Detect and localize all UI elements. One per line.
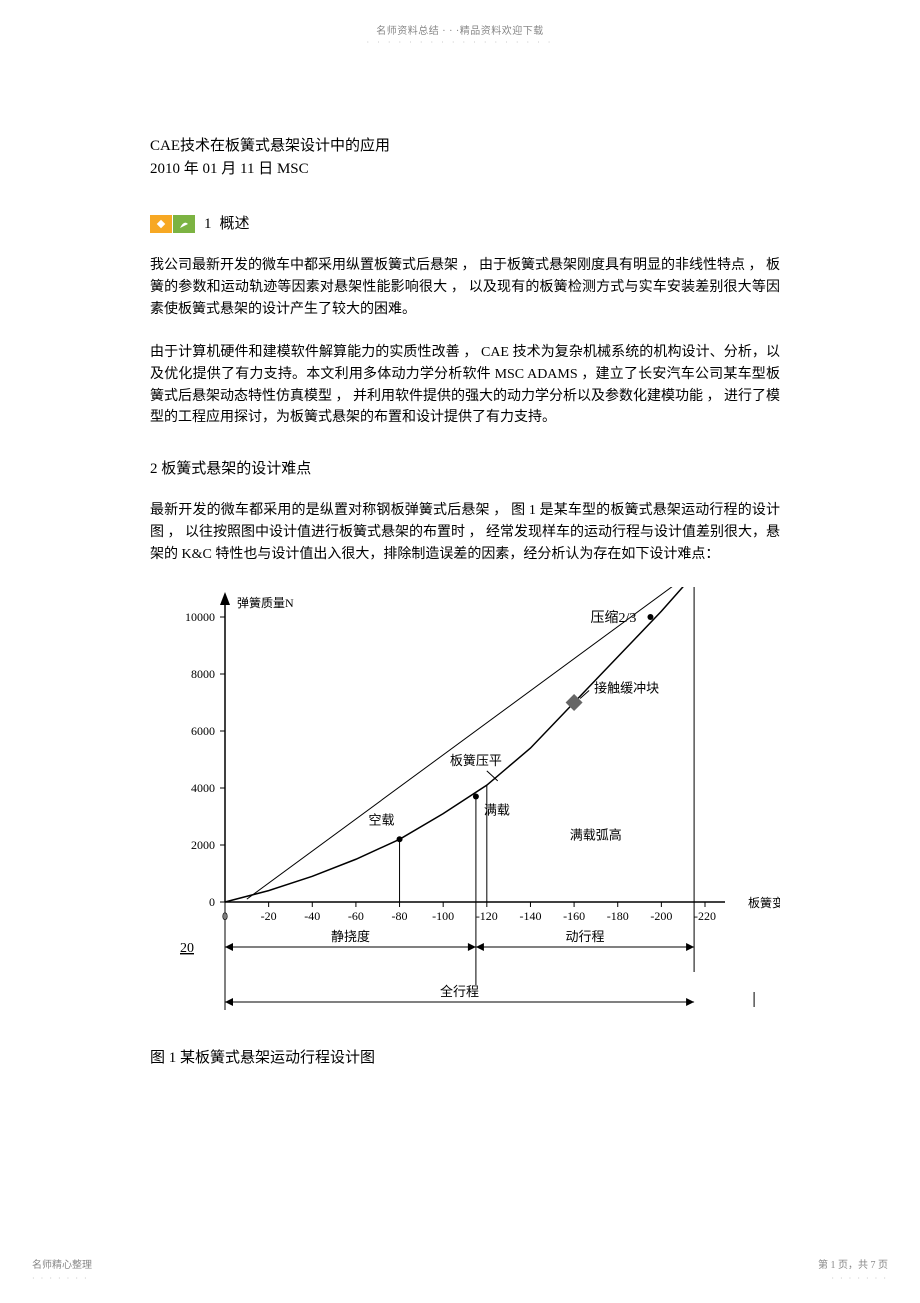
- svg-text:-120: -120: [476, 909, 498, 923]
- main-content: CAE技术在板簧式悬架设计中的应用 2010 年 01 月 11 日 MSC 1…: [150, 135, 780, 1067]
- section-1-label: 概述: [220, 216, 250, 232]
- figure-1: 弹簧质量N10000800060004000200000-20-40-60-80…: [150, 587, 780, 1022]
- svg-text:10000: 10000: [185, 610, 215, 624]
- svg-text:0: 0: [209, 895, 215, 909]
- svg-text:满载弧高: 满载弧高: [570, 828, 622, 843]
- svg-text:-200: -200: [650, 909, 672, 923]
- figure-1-caption: 图 1 某板簧式悬架运动行程设计图: [150, 1046, 780, 1067]
- svg-text:接触缓冲块: 接触缓冲块: [594, 681, 659, 696]
- svg-text:-220: -220: [694, 909, 716, 923]
- svg-text:-180: -180: [607, 909, 629, 923]
- svg-text:-60: -60: [348, 909, 364, 923]
- chart-svg: 弹簧质量N10000800060004000200000-20-40-60-80…: [150, 587, 780, 1017]
- svg-text:板簧压平: 板簧压平: [450, 753, 502, 768]
- svg-text:动行程: 动行程: [565, 929, 604, 944]
- leaf-icon: [173, 215, 195, 233]
- svg-text:空载: 空载: [369, 813, 395, 828]
- icon-row: [150, 215, 196, 233]
- diamond-icon: [150, 215, 172, 233]
- svg-text:-160: -160: [563, 909, 585, 923]
- paragraph-2: 由于计算机硬件和建模软件解算能力的实质性改善 ， CAE 技术为复杂机械系统的机…: [150, 342, 780, 429]
- section-2-heading: 2 板簧式悬架的设计难点: [150, 457, 780, 478]
- article-title: CAE技术在板簧式悬架设计中的应用: [150, 135, 780, 158]
- svg-text:压缩2/3: 压缩2/3: [590, 610, 636, 626]
- svg-text:2000: 2000: [191, 838, 215, 852]
- header-text: 名师资料总结 · · ·精品资料欢迎下载: [0, 22, 920, 37]
- footer-dots-right: · · · · · · ·: [831, 1274, 888, 1283]
- svg-text:8000: 8000: [191, 667, 215, 681]
- footer-dots-left: · · · · · · ·: [32, 1274, 89, 1283]
- footer-left: 名师精心整理: [32, 1256, 92, 1271]
- svg-text:-20: -20: [261, 909, 277, 923]
- svg-text:6000: 6000: [191, 724, 215, 738]
- svg-text:板簧变形量mm: 板簧变形量mm: [748, 895, 780, 910]
- svg-text:-40: -40: [304, 909, 320, 923]
- section-1-header: 1 概述: [150, 212, 780, 233]
- header-dots: · · · · · · · · · · · · · · · · · ·: [0, 38, 920, 47]
- section-1-number: 1: [204, 216, 212, 232]
- svg-text:全行程: 全行程: [440, 984, 479, 999]
- paragraph-1: 我公司最新开发的微车中都采用纵置板簧式后悬架 ， 由于板簧式悬架刚度具有明显的非…: [150, 255, 780, 320]
- svg-text:静挠度: 静挠度: [331, 929, 370, 944]
- article-date: 2010 年 01 月 11 日 MSC: [150, 158, 780, 181]
- svg-text:满载: 满载: [484, 803, 510, 818]
- svg-text:4000: 4000: [191, 781, 215, 795]
- footer-right: 第 1 页，共 7 页: [818, 1256, 888, 1271]
- svg-text:-80: -80: [392, 909, 408, 923]
- svg-text:-100: -100: [432, 909, 454, 923]
- svg-text:-140: -140: [519, 909, 541, 923]
- svg-text:弹簧质量N: 弹簧质量N: [237, 595, 294, 610]
- svg-text:20: 20: [180, 941, 194, 956]
- paragraph-3: 最新开发的微车都采用的是纵置对称钢板弹簧式后悬架 ， 图 1 是某车型的板簧式悬…: [150, 500, 780, 565]
